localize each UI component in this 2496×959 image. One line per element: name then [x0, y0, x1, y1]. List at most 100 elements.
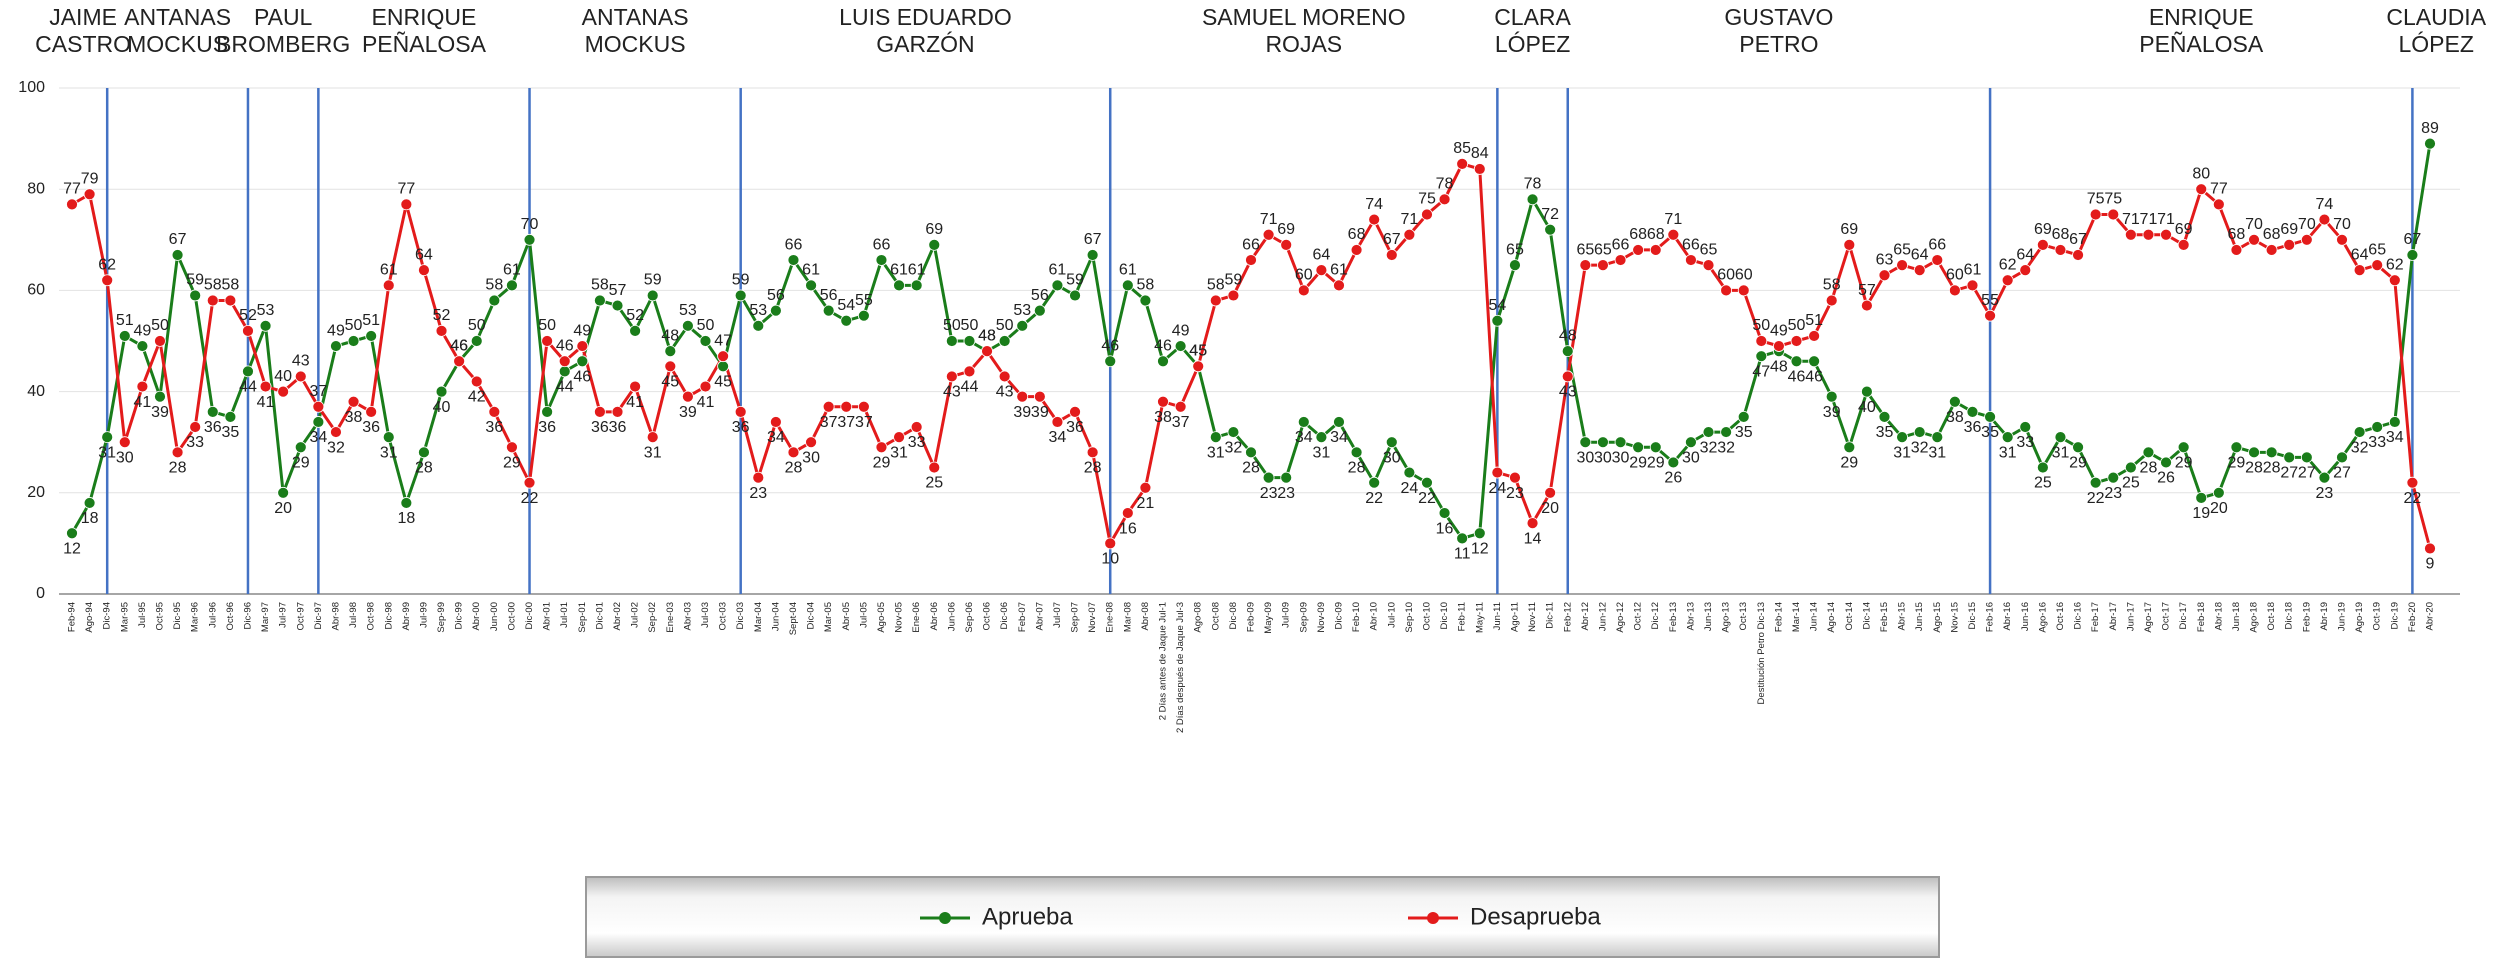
- data-label: 66: [785, 236, 803, 253]
- data-point: [2142, 446, 2155, 459]
- data-label: 36: [591, 419, 609, 436]
- data-label: 60: [1946, 267, 1964, 284]
- data-point: [1051, 279, 1064, 292]
- data-point: [1526, 193, 1539, 206]
- data-point: [2300, 233, 2313, 246]
- data-label: 20: [2210, 500, 2228, 517]
- data-point: [1033, 304, 1046, 317]
- data-label: 28: [1348, 460, 1366, 477]
- data-label: 56: [820, 287, 838, 304]
- data-point: [2089, 208, 2102, 221]
- x-tick-label: Dic-98: [383, 602, 394, 629]
- period-name: GUSTAVO: [1724, 4, 1833, 30]
- x-tick-label: Jul-05: [858, 602, 869, 628]
- data-label: 41: [626, 394, 644, 411]
- data-point: [646, 431, 659, 444]
- data-label: 61: [908, 262, 926, 279]
- data-point: [1157, 395, 1169, 408]
- x-tick-label: Dic-14: [1861, 602, 1872, 629]
- data-label: 37: [309, 383, 327, 400]
- data-point: [118, 436, 131, 449]
- data-label: 41: [133, 394, 151, 411]
- data-label: 58: [485, 277, 503, 294]
- x-tick-label: Nov-07: [1087, 602, 1098, 633]
- data-point: [277, 385, 290, 398]
- data-point: [1227, 426, 1240, 438]
- x-tick-label: Nov-05: [894, 602, 905, 633]
- x-tick-label: Sep-10: [1404, 602, 1415, 633]
- data-point: [1720, 426, 1733, 438]
- data-point: [1825, 294, 1838, 307]
- data-label: 56: [1031, 287, 1049, 304]
- data-label: 11: [1454, 546, 1471, 563]
- data-label: 56: [767, 287, 785, 304]
- data-point: [2160, 228, 2172, 241]
- data-label: 50: [151, 317, 169, 334]
- data-label: 84: [1471, 145, 1489, 162]
- x-tick-label: Feb-18: [2196, 602, 2207, 632]
- x-tick-label: Abr-17: [2108, 602, 2119, 631]
- data-point: [928, 238, 941, 251]
- x-tick-label: Feb-20: [2407, 602, 2418, 632]
- x-tick-label: Abr-00: [471, 602, 482, 631]
- data-label: 63: [1876, 251, 1894, 268]
- data-point: [558, 355, 571, 368]
- data-point: [83, 497, 96, 509]
- x-tick-label: Oct-06: [982, 602, 993, 631]
- data-label: 28: [1242, 460, 1260, 477]
- period-name: ENRIQUE: [372, 4, 477, 30]
- data-label: 36: [362, 419, 380, 436]
- data-label: 36: [732, 419, 750, 436]
- data-label: 30: [1612, 449, 1630, 466]
- data-label: 68: [2228, 226, 2246, 243]
- x-tick-label: Abr-99: [401, 602, 412, 631]
- x-tick-label: Dic-06: [999, 602, 1010, 629]
- data-point: [664, 345, 677, 358]
- data-label: 34: [309, 429, 327, 446]
- data-label: 70: [2245, 216, 2263, 233]
- data-point: [1491, 314, 1504, 327]
- data-point: [681, 390, 694, 403]
- data-point: [2019, 421, 2032, 433]
- data-point: [1843, 441, 1856, 454]
- period-name: PEÑALOSA: [362, 31, 487, 57]
- data-point: [1016, 390, 1029, 403]
- data-label: 23: [749, 485, 767, 502]
- data-point: [2054, 244, 2067, 256]
- data-label: 46: [556, 337, 574, 354]
- x-tick-label: Jul-10: [1386, 602, 1397, 628]
- legend-label: Desaprueba: [1470, 903, 1601, 930]
- data-label: 31: [1312, 444, 1330, 461]
- data-point: [400, 198, 413, 211]
- data-label: 23: [2104, 485, 2122, 502]
- data-label: 49: [1172, 322, 1190, 339]
- x-tick-label: Sep-06: [964, 602, 975, 633]
- data-point: [2424, 542, 2436, 555]
- data-label: 67: [2404, 231, 2422, 248]
- x-tick-label: Ago-94: [84, 602, 95, 633]
- data-label: 64: [415, 246, 433, 263]
- data-label: 31: [2052, 444, 2070, 461]
- x-tick-label: Nov-09: [1316, 602, 1327, 633]
- x-tick-label: Abr-08: [1140, 602, 1151, 631]
- data-label: 31: [1207, 444, 1225, 461]
- x-tick-label: Jun-14: [1809, 602, 1820, 631]
- x-tick-label: Oct-00: [506, 602, 517, 631]
- data-point: [1209, 431, 1222, 444]
- data-point: [2177, 238, 2190, 251]
- data-point: [822, 400, 835, 413]
- data-label: 65: [1576, 241, 1594, 258]
- period-name: MOCKUS: [127, 31, 228, 57]
- data-label: 45: [714, 374, 732, 391]
- data-label: 36: [609, 419, 627, 436]
- period-name: ANTANAS: [582, 4, 689, 30]
- data-point: [1966, 279, 1979, 292]
- data-point: [1649, 244, 1662, 256]
- data-point: [1262, 471, 1275, 484]
- period-name: CASTRO: [35, 31, 131, 57]
- data-point: [1984, 410, 1996, 423]
- period-name: CLARA: [1494, 4, 1571, 30]
- data-label: 30: [1383, 449, 1401, 466]
- x-tick-label: Jul-96: [207, 602, 218, 628]
- x-tick-label: 2 Días antes de Jaque Jul-1: [1158, 602, 1169, 720]
